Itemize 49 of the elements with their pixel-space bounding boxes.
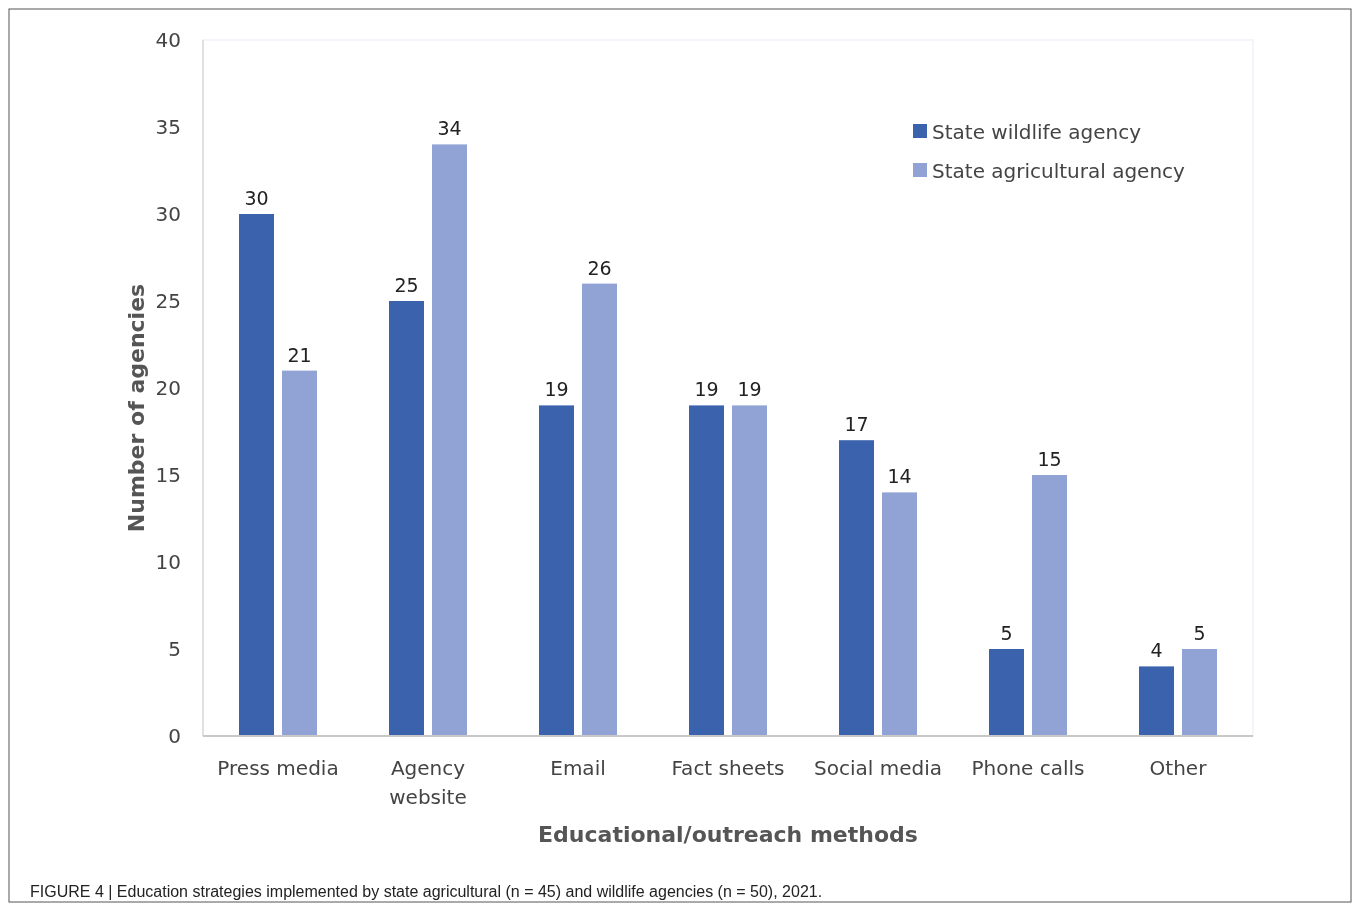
data-label: 21 <box>287 343 312 366</box>
y-tick-label: 20 <box>155 376 181 400</box>
data-label: 34 <box>437 117 462 140</box>
data-label: 26 <box>587 256 612 279</box>
y-tick-label: 5 <box>168 637 181 661</box>
bar <box>839 440 874 736</box>
bar <box>989 649 1024 736</box>
x-tick-label: Other <box>1149 756 1208 780</box>
bar <box>389 301 424 736</box>
data-label: 4 <box>1150 639 1163 662</box>
x-tick-label: Social media <box>814 756 942 780</box>
y-tick-label: 35 <box>155 115 181 139</box>
bar <box>1139 666 1174 736</box>
bar <box>582 283 617 736</box>
legend-label: State agricultural agency <box>932 159 1186 183</box>
data-label: 19 <box>737 378 762 401</box>
caption: FIGURE 4 | Education strategies implemented by state agricultural (n = 45) and wildlife agencies (n = 50), 2021. <box>30 883 823 900</box>
legend-label: State wildlife agency <box>932 120 1142 144</box>
data-label: 5 <box>1193 622 1206 644</box>
bar <box>432 144 467 736</box>
x-tick-label: Email <box>550 756 606 780</box>
data-label: 5 <box>1000 622 1013 644</box>
x-tick-label: Phone calls <box>971 756 1085 780</box>
x-tick-label: Agency website <box>389 756 467 809</box>
y-tick-label: 25 <box>155 289 181 313</box>
bar <box>1182 649 1217 736</box>
bar <box>282 370 317 736</box>
y-axis-title: Number of agencies <box>124 283 149 533</box>
data-label: 19 <box>544 378 569 401</box>
bar <box>239 214 274 736</box>
x-tick-label: Fact sheets <box>671 756 785 780</box>
data-label: 19 <box>694 378 719 401</box>
y-tick-label: 15 <box>155 463 181 487</box>
y-tick-label: 10 <box>155 550 181 574</box>
y-tick-label: 30 <box>155 202 181 226</box>
bar <box>1032 475 1067 736</box>
x-axis-title: Educational/outreach methods <box>538 822 918 847</box>
y-tick-label: 40 <box>155 28 181 52</box>
y-tick-label: 0 <box>168 724 181 748</box>
data-label: 17 <box>844 413 869 436</box>
bar <box>882 492 917 736</box>
bar <box>689 405 724 736</box>
x-tick-label: Press media <box>217 756 339 780</box>
data-label: 25 <box>394 274 419 296</box>
data-label: 14 <box>887 465 912 488</box>
bar <box>539 405 574 736</box>
data-label: 30 <box>244 187 269 209</box>
bar <box>732 405 767 736</box>
data-label: 15 <box>1037 448 1062 470</box>
